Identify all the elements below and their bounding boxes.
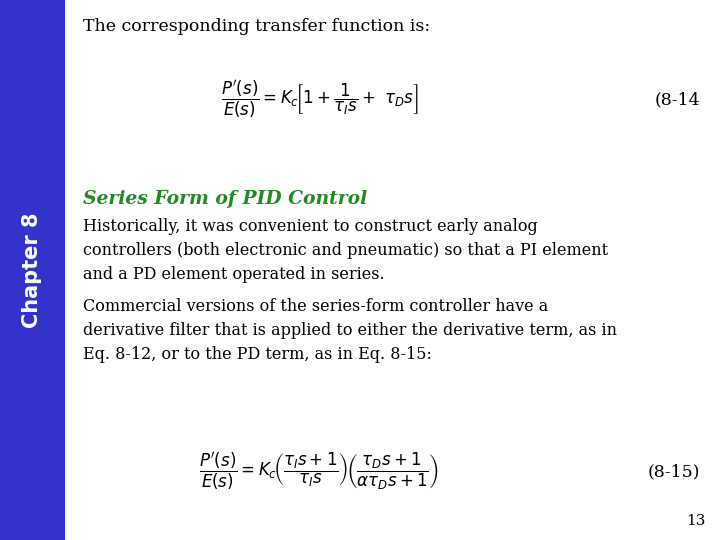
Bar bbox=[0, 0, 65, 540]
Text: The corresponding transfer function is:: The corresponding transfer function is: bbox=[83, 18, 430, 35]
Text: $\dfrac{P^{\prime}(s)}{E(s)} = K_c\!\left[1+\dfrac{1}{\tau_I s}+\ \tau_D s\right: $\dfrac{P^{\prime}(s)}{E(s)} = K_c\!\lef… bbox=[220, 79, 418, 121]
Text: Chapter 8: Chapter 8 bbox=[22, 212, 42, 328]
Text: Historically, it was convenient to construct early analog
controllers (both elec: Historically, it was convenient to const… bbox=[83, 218, 608, 284]
Text: Series Form of PID Control: Series Form of PID Control bbox=[83, 190, 367, 208]
Text: $\dfrac{P^{\prime}(s)}{E(s)} = K_c\!\left(\dfrac{\tau_I s+1}{\tau_I s}\right)\!\: $\dfrac{P^{\prime}(s)}{E(s)} = K_c\!\lef… bbox=[199, 451, 439, 493]
Text: (8-14: (8-14 bbox=[654, 91, 700, 109]
Text: 13: 13 bbox=[685, 514, 705, 528]
Text: (8-15): (8-15) bbox=[647, 463, 700, 481]
Text: Commercial versions of the series-form controller have a
derivative filter that : Commercial versions of the series-form c… bbox=[83, 298, 617, 363]
